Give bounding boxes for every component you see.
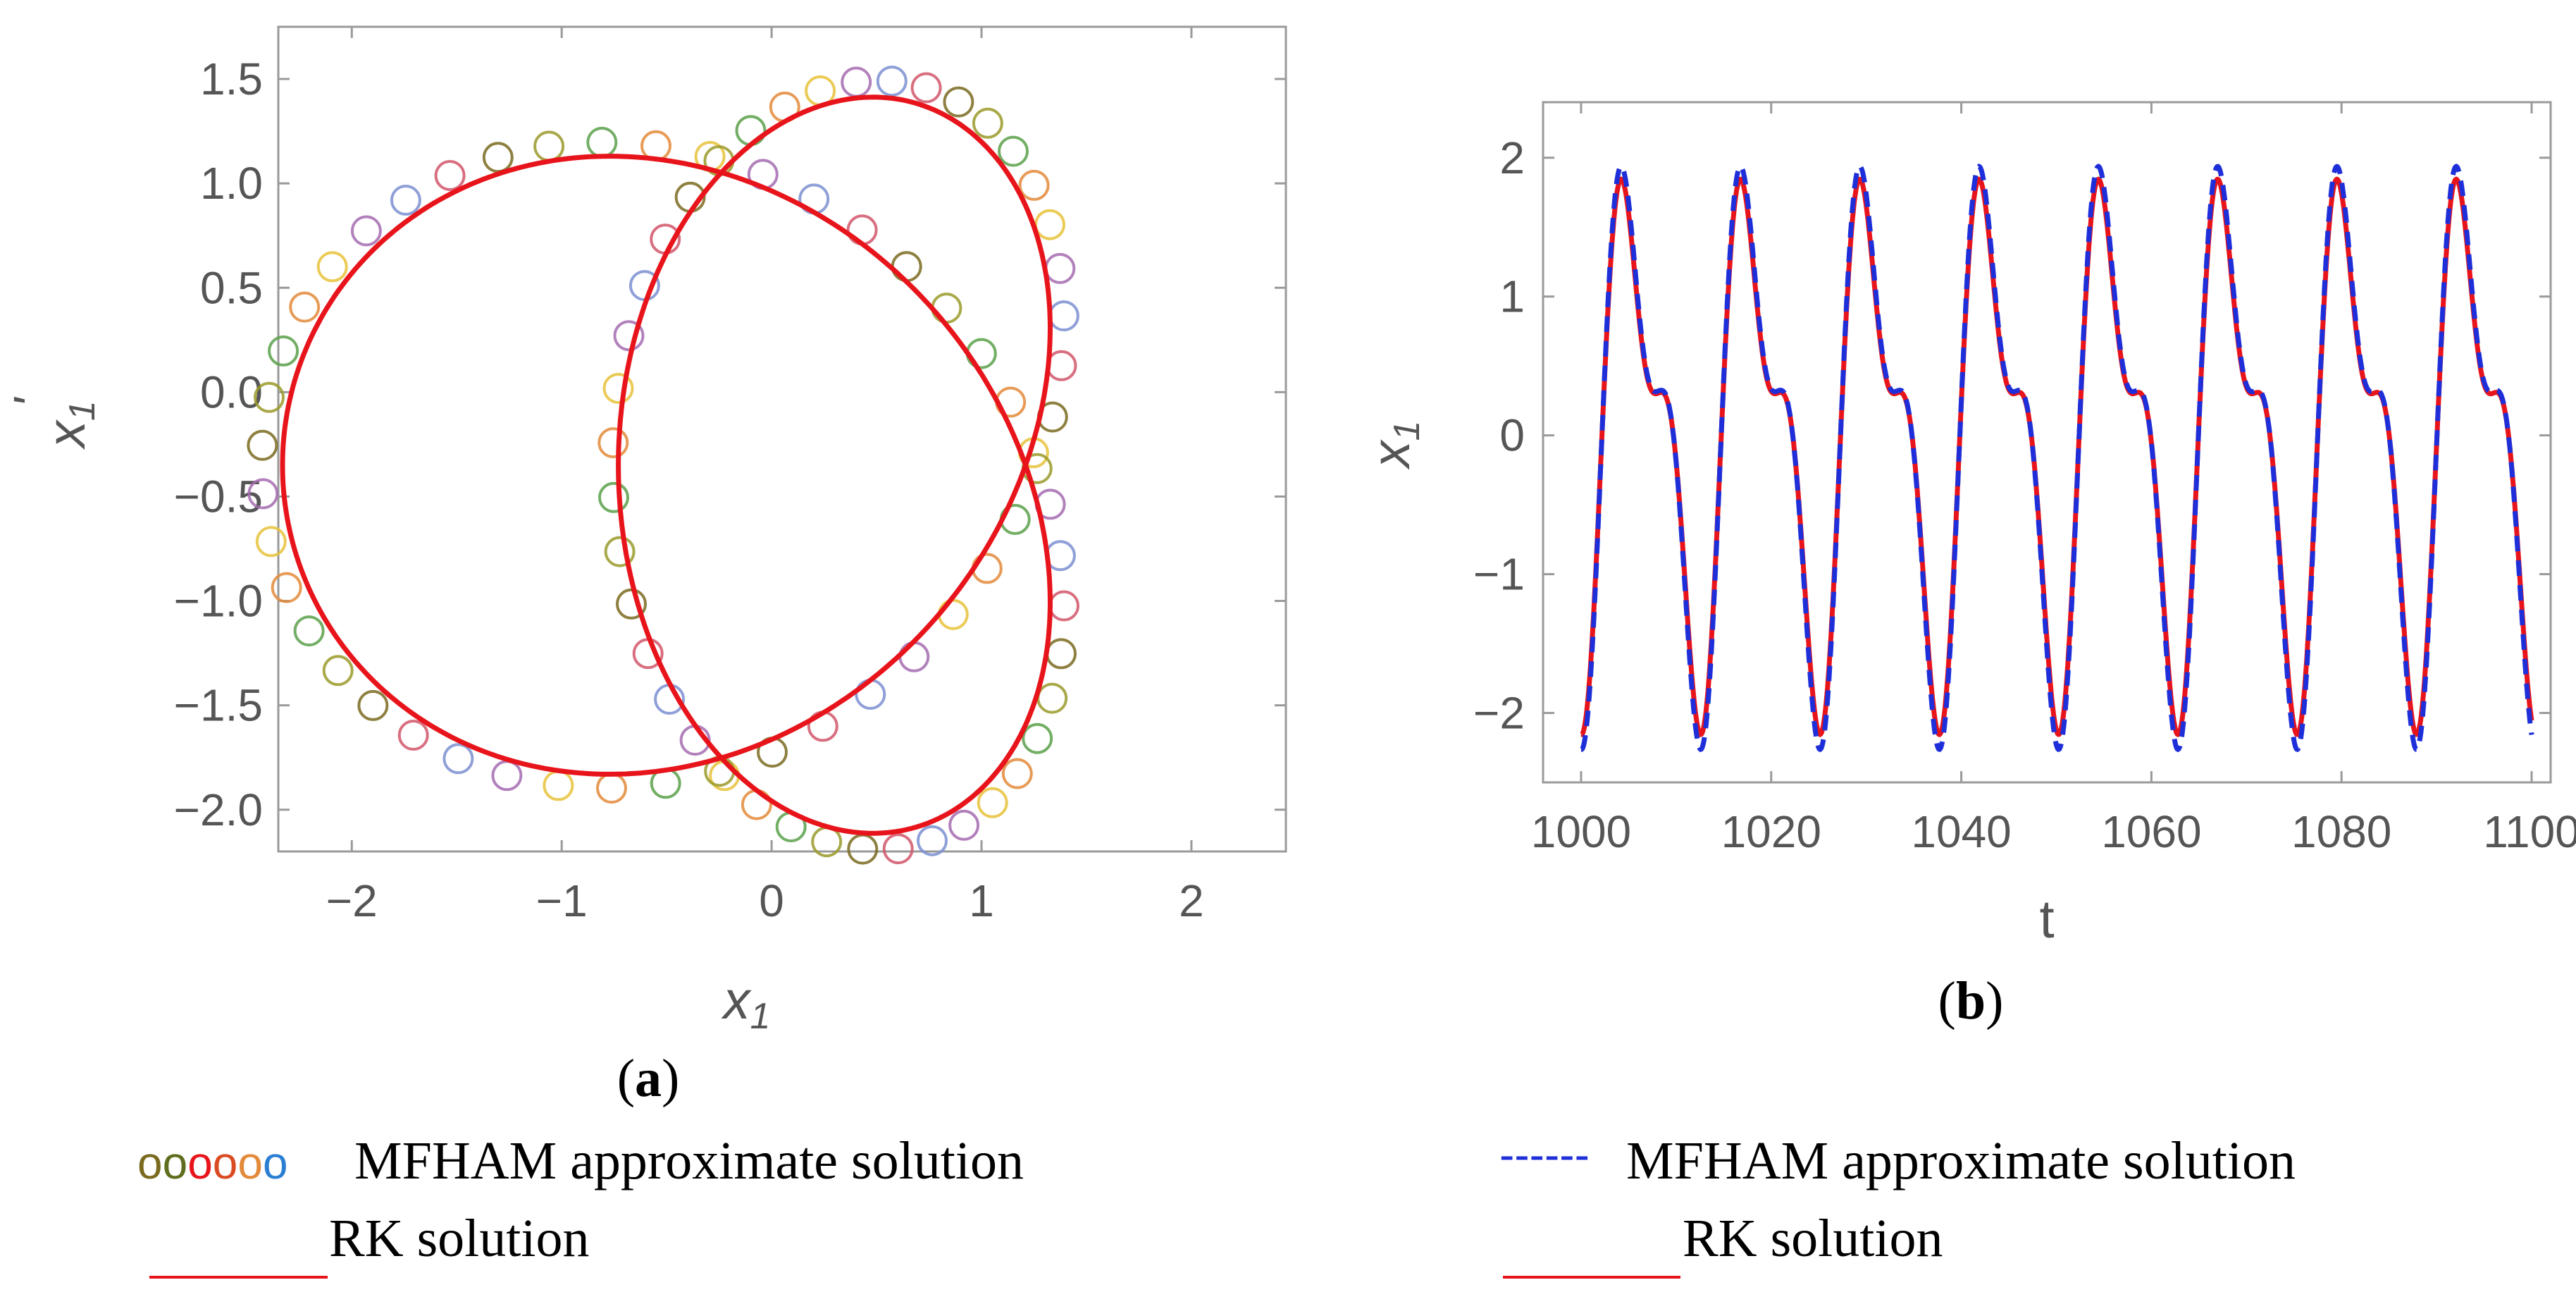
plot-b-ytick-label: −2 [1473, 688, 1525, 739]
plot-b-xtick-label: 1100 [2483, 806, 2576, 857]
plot-a-ytick-label: 0.5 [200, 262, 263, 313]
plot-b-mfham-line [1580, 164, 2534, 753]
mfham-point [943, 86, 974, 118]
mfham-point [597, 427, 629, 459]
plot-a-xtick-label: 2 [1179, 875, 1204, 926]
mfham-point [350, 215, 382, 247]
legend-left-markers: oooooo [137, 1138, 288, 1188]
legend-right-label-mfham: MFHAM approximate solution [1626, 1131, 2296, 1191]
plot-a-xtick-label: 0 [759, 875, 784, 926]
legend-marker-3: o [213, 1138, 238, 1188]
mfham-point [442, 743, 474, 775]
legend-left: oooooo MFHAM approximate solution RK sol… [137, 1131, 1024, 1279]
mfham-point [434, 160, 466, 191]
mfham-point [977, 787, 1008, 818]
mfham-point [616, 588, 647, 620]
plot-a-rk-curve [280, 94, 1053, 836]
plot-a-frame [277, 25, 1287, 853]
plot-a-ytick-label: −1.0 [174, 576, 263, 627]
plot-b-ytick-label: 1 [1499, 271, 1525, 322]
caption-a: (a) [617, 1049, 680, 1108]
legend-right-dash: ------ [1499, 1129, 1590, 1180]
mfham-point [397, 720, 429, 751]
mfham-point [289, 291, 321, 323]
plot-a-xtick-label: 1 [969, 875, 994, 926]
legend-marker-0: o [137, 1138, 163, 1188]
plot-b-xtick-label: 1080 [2291, 806, 2391, 857]
mfham-point [255, 526, 287, 558]
mfham-point [1022, 722, 1053, 754]
mfham-point [972, 107, 1003, 139]
caption-b: (b) [1938, 971, 2004, 1030]
plot-a-ytick-label: 1.0 [200, 158, 263, 209]
legend-right-label-rk: RK solution [1683, 1209, 1943, 1268]
legend-marker-1: o [163, 1138, 188, 1188]
plot-a-ytick-label: −2.0 [174, 785, 263, 835]
mfham-point [316, 251, 348, 283]
plot-b-ytick-label: 0 [1499, 410, 1525, 461]
mfham-point [254, 381, 285, 413]
plot-b-rk-line [1580, 176, 2534, 738]
mfham-point [247, 429, 278, 461]
legend-right: ------ MFHAM approximate solution RK sol… [1499, 1129, 2296, 1279]
mfham-point [948, 809, 980, 841]
plot-b-ticks: 1000 1020 1040 1060 1080 1100 −2 −1 0 1 2 [1473, 102, 2576, 857]
mfham-point [917, 825, 948, 856]
mfham-point [1018, 169, 1050, 201]
plot-b-xtick-label: 1000 [1531, 806, 1631, 857]
mfham-point [910, 72, 942, 104]
panel-a: −2 −1 0 1 2−2.0−1.5−1.0−0.50.00.51.01.5 x1 x… [4, 25, 1287, 1037]
mfham-point [390, 185, 421, 216]
plot-a-xtick-label: −2 [326, 875, 378, 926]
plot-a-ytick-label: 1.5 [200, 54, 263, 104]
legend-marker-4: o [237, 1138, 263, 1188]
plot-b-xlabel: t [2039, 890, 2054, 949]
panel-b: 1000 1020 1040 1060 1080 1100 −2 −1 0 1 2 t x1 [1361, 101, 2576, 949]
legend-left-label-rk: RK solution [329, 1209, 590, 1268]
mfham-point [882, 833, 914, 865]
mfham-point [998, 135, 1029, 167]
mfham-point [598, 481, 629, 513]
legend-marker-5: o [263, 1138, 288, 1188]
plot-b-ytick-label: −1 [1473, 549, 1525, 600]
mfham-point [293, 615, 325, 647]
plot-a-xtick-label: −1 [536, 875, 588, 926]
mfham-point [322, 655, 354, 687]
mfham-point [271, 572, 302, 603]
plot-a-ytick-label: −1.5 [174, 680, 263, 731]
mfham-point [247, 478, 279, 510]
mfham-point [602, 373, 634, 404]
mfham-point [1001, 758, 1033, 789]
plot-b-ylabel: x1 [1361, 421, 1428, 471]
mfham-point [876, 66, 908, 97]
plot-b-xtick-label: 1040 [1911, 806, 2011, 857]
mfham-point [613, 320, 645, 352]
plot-a-ylabel: x1' [4, 396, 103, 450]
mfham-point [268, 335, 299, 367]
plot-b-xtick-label: 1020 [1721, 806, 1821, 857]
plot-a-ticks: −2 −1 0 1 2−2.0−1.5−1.0−0.50.00.51.01.5 [174, 27, 1286, 926]
legend-left-label-mfham: MFHAM approximate solution [354, 1131, 1024, 1191]
mfham-point [357, 689, 389, 721]
plot-a-ytick-label: 0.0 [200, 367, 263, 417]
mfham-point [604, 536, 636, 567]
plot-a-xlabel: x1 [721, 971, 771, 1037]
plot-b-xtick-label: 1060 [2101, 806, 2201, 857]
plot-a-mfham-points [247, 66, 1079, 865]
legend-marker-2: o [187, 1138, 213, 1188]
plot-b-ytick-label: 2 [1499, 133, 1525, 183]
